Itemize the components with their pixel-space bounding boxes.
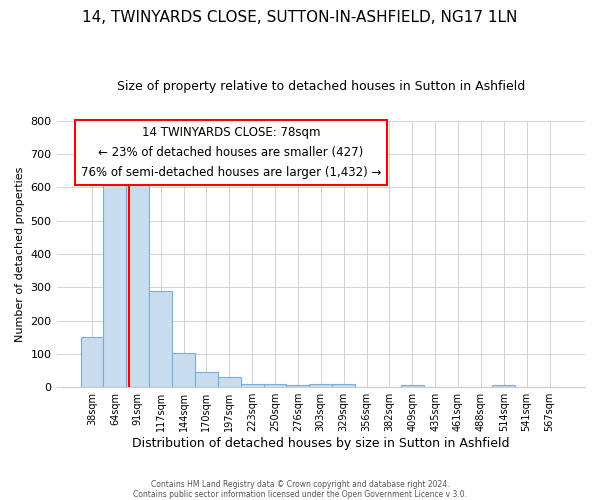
Bar [401, 385, 424, 387]
Y-axis label: Number of detached properties: Number of detached properties [15, 166, 25, 342]
Bar [127, 178, 149, 387]
Bar [149, 291, 172, 387]
Bar [218, 377, 241, 387]
Bar [332, 384, 355, 387]
Bar [103, 176, 127, 387]
Bar [241, 384, 263, 387]
Bar [310, 384, 332, 387]
Text: 14 TWINYARDS CLOSE: 78sqm
← 23% of detached houses are smaller (427)
76% of semi: 14 TWINYARDS CLOSE: 78sqm ← 23% of detac… [81, 126, 381, 179]
Text: Contains HM Land Registry data © Crown copyright and database right 2024.
Contai: Contains HM Land Registry data © Crown c… [133, 480, 467, 499]
X-axis label: Distribution of detached houses by size in Sutton in Ashfield: Distribution of detached houses by size … [132, 437, 509, 450]
Text: 14, TWINYARDS CLOSE, SUTTON-IN-ASHFIELD, NG17 1LN: 14, TWINYARDS CLOSE, SUTTON-IN-ASHFIELD,… [82, 10, 518, 25]
Bar [195, 372, 218, 387]
Bar [493, 385, 515, 387]
Title: Size of property relative to detached houses in Sutton in Ashfield: Size of property relative to detached ho… [116, 80, 525, 93]
Bar [286, 385, 310, 387]
Bar [263, 384, 286, 387]
Bar [80, 337, 103, 387]
Bar [172, 353, 195, 387]
